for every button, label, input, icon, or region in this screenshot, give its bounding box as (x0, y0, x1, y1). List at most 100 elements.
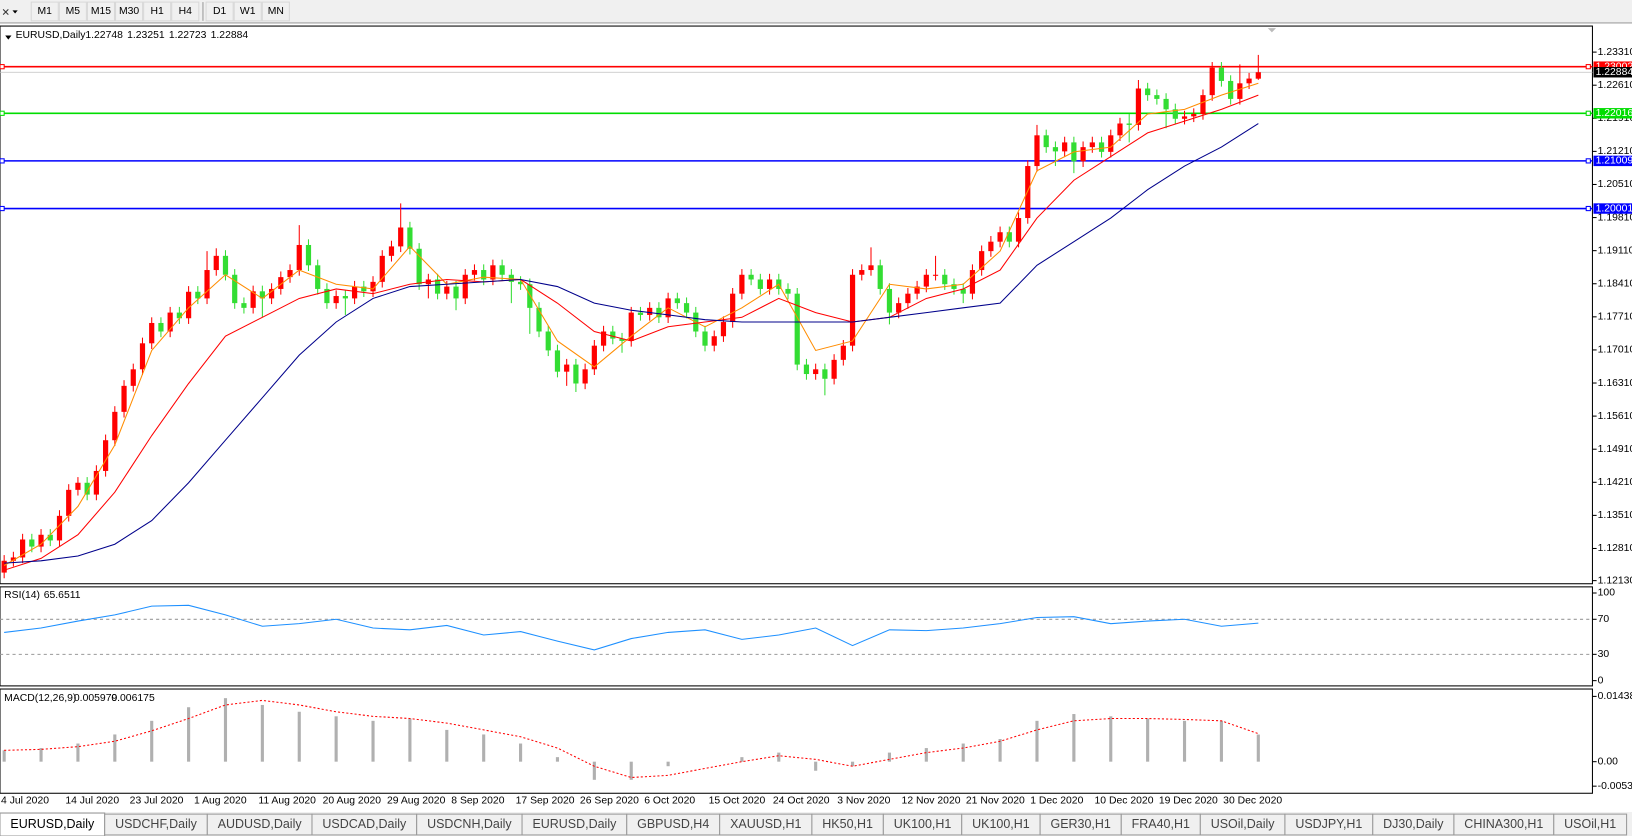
tab[interactable]: DJ30,Daily (1372, 813, 1455, 836)
rsi-panel (0, 586, 1593, 687)
tab[interactable]: UK100,H1 (961, 813, 1041, 836)
candle-body (38, 534, 44, 547)
candle-body (453, 286, 459, 299)
candle-body (361, 286, 367, 292)
tab[interactable]: UK100,H1 (882, 813, 963, 836)
candle-body (185, 291, 192, 319)
candle-body (56, 515, 63, 541)
current-price-box (1593, 67, 1632, 78)
timeframe-button[interactable] (115, 1, 144, 22)
tab[interactable]: FRA40,H1 (1120, 813, 1201, 836)
moving-average (4, 94, 1259, 571)
price-tick-label: 1.13510 (1598, 510, 1632, 521)
candle-body (112, 411, 118, 441)
toolbar-icon (2, 9, 9, 15)
level-handle (0, 205, 5, 212)
timeframe-button[interactable] (58, 1, 87, 22)
tab-label: USDCHF,Daily (115, 817, 198, 831)
tab[interactable]: EURUSD,Daily (521, 813, 628, 836)
candle-body (573, 364, 579, 384)
timeframe-button[interactable] (233, 1, 262, 22)
tab[interactable]: HK50,H1 (811, 813, 884, 836)
price-tick-label: 1.17710 (1598, 312, 1632, 323)
tab-label: USDJPY,H1 (1295, 817, 1362, 831)
candle-body (296, 244, 302, 271)
candle-body (656, 307, 662, 318)
tab[interactable]: USDCHF,Daily (104, 813, 208, 836)
macd-tick-label: 0.014384 (1598, 691, 1632, 702)
candle-body (702, 331, 708, 346)
price-tick-label: 1.16310 (1598, 378, 1632, 389)
level-handle (1585, 110, 1591, 116)
tab[interactable]: CHINA300,H1 (1453, 813, 1555, 836)
candle-body (499, 265, 505, 275)
candle-body (416, 248, 422, 285)
price-tick-label: 1.18410 (1598, 278, 1632, 289)
timeframe-button[interactable] (171, 1, 200, 22)
candle-body (232, 274, 238, 304)
candle-body (610, 331, 616, 339)
tab[interactable]: USOil,H1 (1553, 813, 1628, 836)
candle-body (794, 293, 800, 365)
candle-body (517, 281, 524, 285)
candle-body (831, 359, 837, 379)
candle-body (849, 274, 856, 346)
tab[interactable]: USDCNH,Daily (416, 813, 523, 836)
tab-label: DJ30,Daily (1383, 817, 1444, 831)
candle-body (785, 288, 791, 294)
candle-body (739, 274, 745, 294)
candle-body (757, 279, 763, 289)
tab[interactable]: USDCAD,Daily (311, 813, 418, 836)
timeframe-button[interactable] (143, 1, 172, 22)
candle-body (1181, 116, 1188, 119)
macd-label: MACD(12,26,9) (4, 693, 76, 704)
level-handle (1585, 158, 1591, 164)
candle-body (278, 277, 284, 289)
date-label: 21 Nov 2020 (966, 795, 1025, 806)
candle-body (250, 291, 256, 308)
tab[interactable]: AUDUSD,Daily (206, 813, 313, 836)
candle-body (388, 246, 395, 256)
candle-body (66, 489, 72, 516)
candle-body (674, 298, 680, 304)
price-tick-label: 1.12810 (1598, 543, 1632, 554)
tab-label: GBPUSD,H4 (637, 817, 709, 831)
candle-body (241, 303, 247, 308)
date-label: 19 Dec 2020 (1159, 795, 1218, 806)
tab-label: EURUSD,Daily (10, 817, 95, 831)
date-label: 8 Sep 2020 (451, 795, 504, 806)
timeframe-label: H1 (151, 6, 165, 17)
timeframe-button[interactable] (261, 1, 290, 22)
candle-body (1154, 95, 1160, 99)
candle-body (536, 307, 542, 332)
tab-label: USOil,H1 (1564, 817, 1616, 831)
candle-body (20, 539, 26, 558)
tab[interactable]: GBPUSD,H4 (626, 813, 721, 836)
rsi-tick-label: 0 (1598, 675, 1604, 686)
tab-label: FRA40,H1 (1132, 817, 1190, 831)
timeframe-button[interactable] (30, 1, 59, 22)
level-price-label: 1.23002 (1596, 61, 1632, 72)
candle-body (259, 291, 265, 299)
candle-body (1191, 114, 1197, 117)
candle-body (637, 312, 644, 315)
tab[interactable]: USOil,Daily (1199, 813, 1286, 836)
tab[interactable]: GER30,H1 (1039, 813, 1122, 836)
tab[interactable]: EURUSD,Daily (0, 812, 106, 836)
price-tick-label: 1.21910 (1598, 113, 1632, 124)
rsi-tick-label: 100 (1598, 588, 1616, 599)
date-label: 26 Sep 2020 (580, 795, 639, 806)
candle-body (444, 286, 450, 294)
candle-body (1163, 98, 1169, 110)
level-handle (0, 110, 5, 116)
candle-body (1126, 123, 1132, 125)
timeframe-button[interactable] (205, 1, 234, 22)
candle-body (93, 470, 99, 495)
tab[interactable]: XAUUSD,H1 (719, 813, 813, 836)
candle-body (886, 288, 893, 313)
tab[interactable]: USDJPY,H1 (1284, 813, 1374, 836)
candle-body (1145, 88, 1151, 96)
price-tick-label: 1.17010 (1598, 345, 1632, 356)
timeframe-button[interactable] (86, 1, 116, 22)
